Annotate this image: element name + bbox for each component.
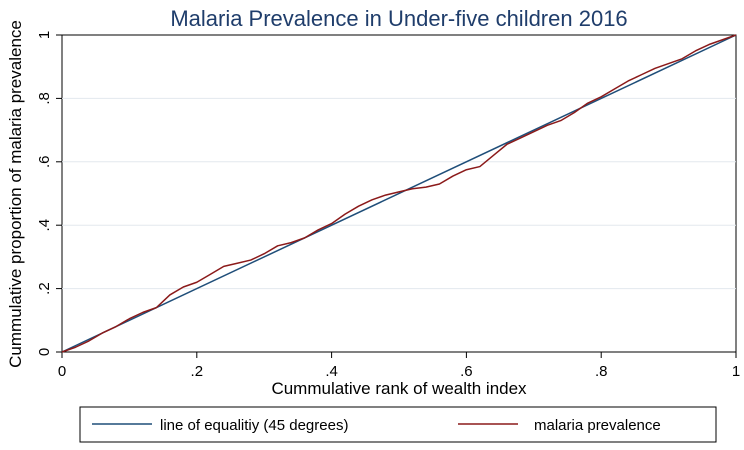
x-tick-label: .8 — [595, 363, 608, 380]
x-tick-label: .6 — [460, 363, 473, 380]
y-tick-label: .2 — [36, 282, 53, 295]
legend-box — [79, 406, 717, 443]
y-tick-label: 0 — [36, 348, 53, 356]
y-axis-ticks: 0 .2 .4 .6 .8 1 — [36, 31, 62, 356]
x-tick-label: .4 — [325, 363, 338, 380]
legend: line of equalitiy (45 degrees) malaria p… — [79, 406, 717, 443]
x-tick-label: 1 — [732, 363, 740, 380]
x-tick-label: .2 — [191, 363, 204, 380]
series-line-0 — [61, 34, 737, 353]
x-axis-title: Cummulative rank of wealth index — [271, 379, 527, 398]
y-tick-label: .6 — [36, 156, 53, 169]
series-line-1 — [61, 34, 737, 353]
legend-label-malaria: malaria prevalence — [534, 417, 661, 434]
legend-label-equality: line of equalitiy (45 degrees) — [160, 417, 348, 434]
x-axis-ticks: 0 .2 .4 .6 .8 1 — [58, 352, 740, 380]
y-axis-title: Cummulative proportion of malaria preval… — [6, 20, 25, 368]
grid-lines — [62, 97, 736, 290]
series-lines — [61, 34, 737, 353]
y-tick-label: .8 — [36, 92, 53, 105]
y-tick-label: .4 — [36, 219, 53, 232]
chart-title: Malaria Prevalence in Under-five childre… — [170, 6, 627, 31]
x-tick-label: 0 — [58, 363, 66, 380]
y-tick-label: 1 — [36, 31, 53, 39]
